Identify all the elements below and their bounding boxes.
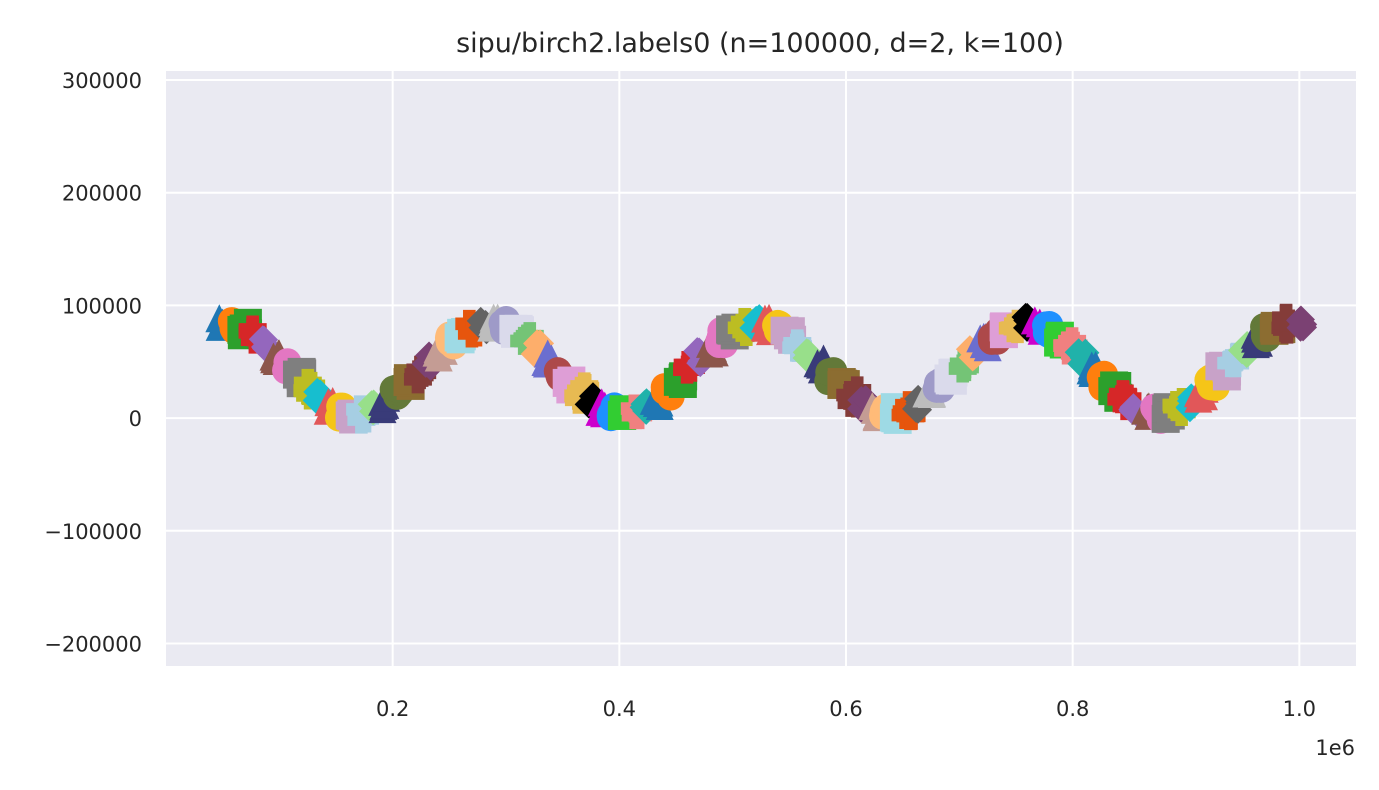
data-point [673,355,702,384]
data-point [570,372,599,401]
y-tick-label: −200000 [44,632,142,656]
data-point [949,349,978,378]
chart-title: sipu/birch2.labels0 (n=100000, d=2, k=10… [456,28,1064,59]
data-point [293,368,322,397]
cluster-69 [948,349,980,383]
x-tick-label: 0.4 [603,697,636,721]
x-tick-label: 0.8 [1056,697,1089,721]
x-scale-label: 1e6 [1315,736,1355,760]
x-tick-label: 0.2 [376,697,409,721]
data-point [346,395,375,424]
x-tick-label: 1.0 [1283,697,1316,721]
data-point [404,360,433,389]
data-points [205,302,1318,434]
data-point [457,319,486,348]
x-tick-labels: 0.2 0.4 0.6 0.8 1.0 [376,697,1316,721]
cluster-34 [564,372,600,414]
data-point [783,329,812,358]
data-point [998,314,1027,343]
y-tick-label: 200000 [62,182,142,206]
data-point [1289,310,1318,339]
y-tick-label: 100000 [62,294,142,318]
y-tick-labels: 300000 200000 100000 0 −100000 −200000 [44,69,142,656]
y-tick-label: 0 [129,407,142,431]
cluster-80 [1064,338,1100,378]
x-tick-label: 0.6 [829,697,862,721]
cluster-99 [1271,303,1303,344]
plot-area [166,71,1356,666]
data-point [1064,338,1093,367]
data-point [1109,380,1138,409]
y-tick-label: −100000 [44,520,142,544]
data-point [1272,303,1301,332]
y-tick-label: 300000 [62,69,142,93]
cluster-100 [1286,305,1318,342]
data-point [238,318,267,347]
